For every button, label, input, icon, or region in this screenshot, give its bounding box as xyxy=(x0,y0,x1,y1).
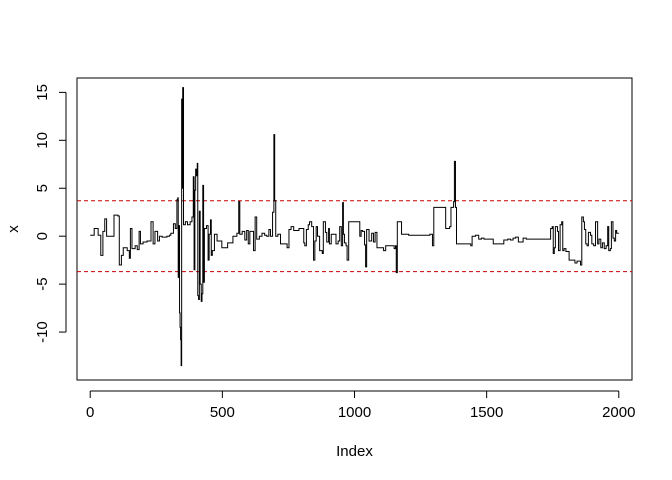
y-axis: -10 -5 0 5 10 15 xyxy=(34,84,67,343)
y-tick-label: 15 xyxy=(34,84,51,101)
y-tick-label: 0 xyxy=(34,232,51,240)
x-axis-title: Index xyxy=(336,443,373,460)
series-group xyxy=(90,87,619,367)
plot-box xyxy=(76,77,633,381)
y-tick-label: 5 xyxy=(34,184,51,192)
series-line xyxy=(90,87,619,367)
x-tick-label: 500 xyxy=(210,404,235,421)
y-axis-title: x xyxy=(5,225,22,233)
y-tick-label: -10 xyxy=(34,321,51,343)
y-tick-label: -5 xyxy=(34,277,51,290)
y-tick-label: 10 xyxy=(34,132,51,149)
x-tick-label: 2000 xyxy=(602,404,635,421)
x-tick-label: 1000 xyxy=(338,404,371,421)
threshold-lines xyxy=(77,200,632,273)
x-tick-label: 0 xyxy=(86,404,94,421)
x-tick-label: 1500 xyxy=(470,404,503,421)
x-axis: 0 500 1000 1500 2000 xyxy=(86,390,635,421)
